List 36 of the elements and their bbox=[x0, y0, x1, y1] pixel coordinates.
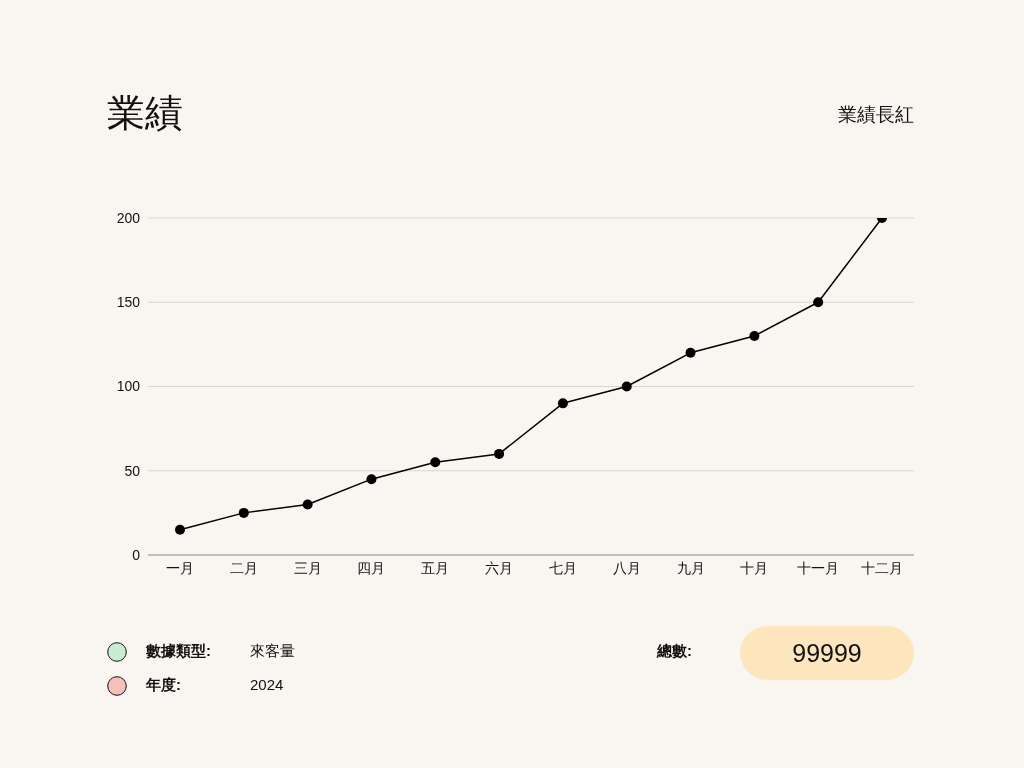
point bbox=[685, 347, 696, 358]
point bbox=[238, 507, 249, 518]
y-tick-label: 0 bbox=[132, 546, 141, 563]
x-tick-label: 十一月 bbox=[797, 559, 840, 576]
chart-subtitle: 業績長紅 bbox=[838, 103, 914, 127]
point bbox=[175, 524, 185, 535]
point bbox=[302, 499, 313, 510]
text: 來客量 bbox=[250, 642, 295, 661]
point bbox=[430, 457, 441, 468]
point bbox=[813, 297, 824, 308]
x-tick-label: 十二月 bbox=[861, 559, 903, 576]
x-tick-label: 五月 bbox=[421, 559, 450, 576]
x-tick-label: 一月 bbox=[166, 559, 194, 576]
chart-title: 業績 bbox=[107, 91, 183, 136]
y-tick-label: 100 bbox=[116, 378, 141, 395]
y-tick-label: 200 bbox=[116, 209, 141, 226]
x-tick-label: 九月 bbox=[676, 559, 705, 576]
text: 數據類型: bbox=[146, 642, 211, 661]
point bbox=[621, 381, 632, 392]
y-tick-label: 50 bbox=[124, 462, 141, 479]
x-tick-label: 六月 bbox=[485, 559, 514, 576]
text: 年度: bbox=[146, 676, 181, 695]
point bbox=[557, 398, 568, 409]
point bbox=[749, 330, 760, 341]
x-tick-label: 十月 bbox=[740, 559, 769, 576]
text: 2024 bbox=[250, 676, 284, 693]
point bbox=[366, 474, 377, 485]
text: 總數: bbox=[657, 642, 692, 661]
x-tick-label: 四月 bbox=[357, 559, 386, 576]
text: 99999 bbox=[740, 626, 914, 680]
x-tick-label: 七月 bbox=[548, 559, 577, 576]
x-tick-label: 三月 bbox=[293, 559, 322, 576]
y-tick-label: 150 bbox=[116, 294, 141, 311]
x-tick-label: 八月 bbox=[612, 559, 641, 576]
x-tick-label: 二月 bbox=[229, 559, 258, 576]
point bbox=[494, 448, 505, 459]
